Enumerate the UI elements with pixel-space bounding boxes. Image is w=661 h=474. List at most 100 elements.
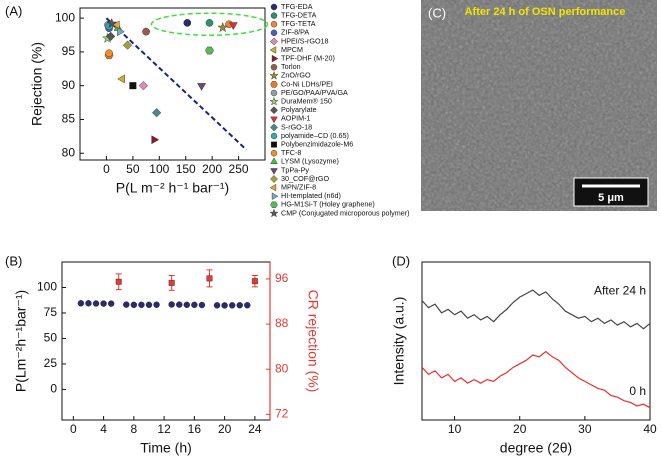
marker [130,301,138,309]
marker [138,301,145,309]
y-tick-label: 50 [44,331,58,345]
x-tick-label: 20 [513,422,527,436]
legend-marker [270,175,278,183]
legend-label: AOPIM-1 [281,114,311,123]
marker [244,302,251,309]
x-tick-label: 12 [157,422,171,436]
plot-frame [79,7,266,161]
x-tick-label: 16 [188,422,202,436]
marker [138,81,149,91]
marker [197,83,206,91]
legend-marker [270,168,278,175]
y-tick-label: 100 [55,10,75,24]
legend-marker [270,81,278,88]
sem-panel: (C) After 24 h of OSN performance 5 μm [421,0,657,211]
marker [176,301,183,308]
legend-marker [270,3,278,11]
y-axis-label: Rejection (%) [29,42,45,126]
x-tick-label: 30 [578,422,592,436]
marker [153,301,160,308]
legend-label: Co-Ni LDHs/PEI [281,79,333,88]
marker [168,301,175,308]
legend-label: TFG-EDA [281,2,313,11]
y-tick-label: 75 [44,305,58,319]
legend-marker [269,46,277,54]
marker [251,278,258,285]
y-tick-label: 95 [62,44,76,58]
panel-label: (B) [5,253,22,268]
legend-label: CMP (Conjugated microporous polymer) [281,208,410,217]
marker [228,22,238,30]
x-axis-label: P(L m⁻² h⁻¹ bar⁻¹) [116,180,229,196]
legend-marker [269,70,279,80]
marker [183,19,192,27]
reference-line [105,17,248,151]
y2-tick-label: 72 [275,407,289,421]
legend-marker [270,29,278,36]
legend-label: MPCM [281,45,303,54]
y-tick-label: 0 [50,382,57,396]
marker [213,302,221,309]
marker [236,302,243,309]
y-axis-label: Intensity (a.u.) [391,297,407,386]
legend-label: polyamide–CD (0.65) [281,131,349,140]
y2-tick-label: 80 [275,361,289,375]
marker [217,21,229,33]
marker [206,275,213,282]
plot-frame [61,261,271,421]
legend-marker [269,183,277,192]
legend-marker [270,12,278,19]
legend-label: ZIF-8/PA [281,28,309,37]
legend-marker [271,192,279,200]
y-tick-label: 25 [44,356,58,370]
marker [107,300,115,307]
x-tick-label: 0 [70,422,77,436]
y2-tick-label: 88 [275,316,289,330]
y2-tick-label: 96 [275,271,289,285]
marker [142,27,150,36]
marker [191,301,198,309]
x-tick-label: 10 [448,422,462,436]
marker [129,82,137,90]
x-tick-label: 40 [643,422,657,436]
legend-marker [270,201,278,208]
panel-label: (C) [428,5,446,20]
marker [198,301,206,309]
legend-label: HG-M1Si-T (Holey graphene) [281,200,375,209]
x-tick-label: 200 [202,162,222,176]
marker [105,49,113,58]
x-tick-label: 20 [218,422,232,436]
image-caption: After 24 h of OSN performance [465,6,626,18]
marker [168,279,175,286]
legend-label: Polybenzimidazole-M6 [281,140,353,149]
y-tick-label: 90 [62,78,76,92]
panel-label: (A) [5,3,22,18]
marker [152,108,162,118]
legend-marker [270,116,278,124]
marker [115,278,122,285]
legend-label: MPN/ZIF-8 [281,183,316,192]
x-tick-label: 0 [103,162,110,176]
x-tick-label: 24 [248,422,262,436]
scale-box [573,177,649,207]
legend-marker [270,106,278,115]
y-axis-label: P(Lm⁻²h⁻¹bar⁻¹) [13,290,29,392]
series-label: 0 h [629,384,646,398]
marker [145,301,153,309]
legend-marker [270,37,278,46]
legend-marker [270,89,278,97]
legend-label: TFC-8 [281,148,301,157]
marker [106,31,116,41]
scale-label: 5 μm [598,192,624,204]
y-tick-label: 100 [37,280,57,294]
marker [100,300,107,307]
marker [117,74,125,84]
marker [151,135,160,145]
legend-marker [270,123,278,132]
y-tick-label: 80 [62,145,76,159]
marker [205,19,214,27]
marker [111,20,120,30]
legend-marker [270,157,278,164]
legend-label: LYSM (Lysozyme) [281,157,339,166]
